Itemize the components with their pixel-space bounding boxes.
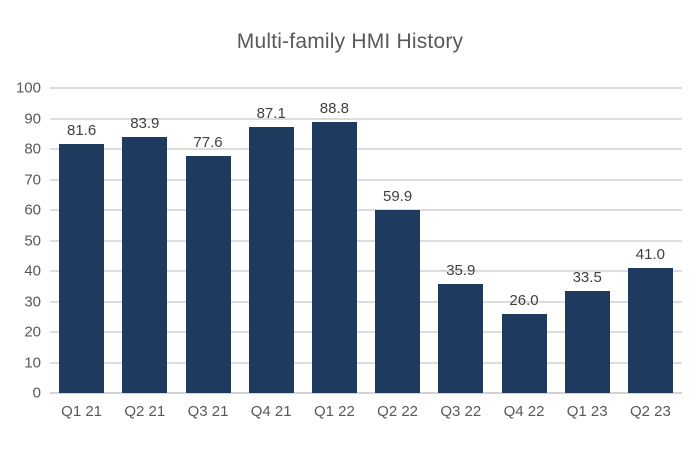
gridline bbox=[50, 270, 682, 272]
data-label: 83.9 bbox=[130, 115, 160, 133]
gridline bbox=[50, 239, 682, 242]
data-label: 26.0 bbox=[509, 291, 539, 309]
gridline bbox=[50, 148, 682, 150]
data-label: 88.8 bbox=[319, 100, 349, 118]
plot-area: 0 10 20 30 40 50 60 70 80 90 100 81.6 Q1 21 83.9 Q2 21… bbox=[16, 80, 682, 420]
data-label: 81.6 bbox=[66, 122, 97, 140]
x-tick-label: Q2 21 bbox=[124, 403, 166, 420]
bar bbox=[122, 137, 168, 393]
data-label: 33.5 bbox=[572, 268, 602, 286]
y-tick-label: 10 bbox=[24, 354, 41, 371]
y-tick-label: 70 bbox=[24, 171, 41, 188]
x-tick-label: Q4 22 bbox=[503, 403, 545, 420]
bar bbox=[375, 210, 421, 393]
gridline bbox=[50, 361, 682, 364]
x-tick-label: Q1 23 bbox=[566, 403, 608, 420]
x-tick-label: Q4 21 bbox=[250, 403, 292, 420]
y-tick-label: 0 bbox=[32, 384, 41, 402]
gridline bbox=[50, 87, 682, 89]
gridline bbox=[50, 331, 682, 333]
bar bbox=[248, 127, 294, 393]
y-tick-label: 60 bbox=[24, 201, 41, 219]
gridline bbox=[50, 178, 682, 181]
bar bbox=[311, 122, 357, 393]
bar bbox=[501, 313, 547, 393]
data-label: 87.1 bbox=[256, 105, 286, 123]
data-label: 59.9 bbox=[382, 188, 413, 206]
gridline bbox=[50, 117, 682, 120]
x-tick-label: Q1 21 bbox=[61, 403, 103, 420]
bar bbox=[438, 283, 484, 393]
y-tick-label: 90 bbox=[24, 110, 41, 127]
y-tick-label: 40 bbox=[24, 262, 41, 280]
gridline bbox=[50, 209, 682, 211]
x-tick-label: Q3 22 bbox=[440, 403, 482, 420]
chart-title: Multi-family HMI History bbox=[236, 30, 464, 53]
gridline bbox=[50, 300, 682, 303]
bar bbox=[564, 290, 610, 393]
y-tick-label: 20 bbox=[24, 323, 41, 341]
x-tick-label: Q2 23 bbox=[629, 403, 671, 420]
data-label: 35.9 bbox=[446, 261, 476, 279]
bar bbox=[185, 156, 231, 393]
y-tick-label: 80 bbox=[24, 140, 41, 158]
data-label: 77.6 bbox=[193, 134, 223, 152]
y-tick-label: 100 bbox=[15, 79, 41, 97]
x-tick-label: Q2 22 bbox=[377, 403, 419, 420]
x-axis-line bbox=[50, 392, 682, 394]
data-label: 41.0 bbox=[635, 245, 665, 263]
x-tick-label: Q3 21 bbox=[187, 403, 229, 420]
bar bbox=[59, 144, 105, 393]
bar bbox=[627, 267, 673, 393]
x-tick-label: Q1 22 bbox=[313, 403, 355, 420]
y-tick-label: 30 bbox=[24, 293, 41, 310]
y-tick-label: 50 bbox=[24, 232, 41, 249]
